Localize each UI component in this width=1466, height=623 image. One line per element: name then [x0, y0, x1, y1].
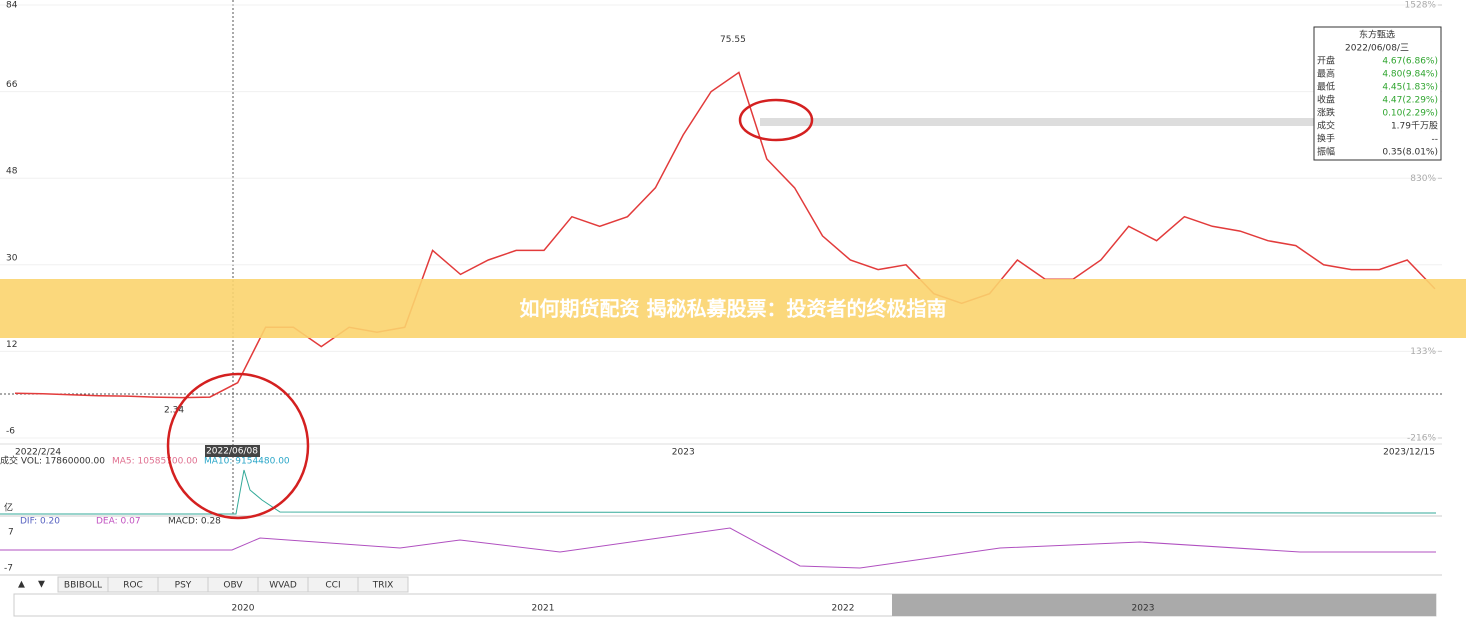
y2-tick-label: 830% [1410, 174, 1436, 184]
info-value: 0.10(2.29%) [1382, 109, 1438, 119]
price-line [14, 71, 1436, 399]
volume-sketch [0, 469, 1437, 515]
tab-label[interactable]: WVAD [269, 581, 297, 591]
y-tick-label: 12 [6, 340, 17, 350]
macd-top: 7 [8, 528, 14, 538]
info-value: 4.67(6.86%) [1382, 57, 1438, 67]
info-value: 4.47(2.29%) [1382, 96, 1438, 106]
info-key: 换手 [1317, 133, 1335, 145]
tab-label[interactable]: ROC [123, 581, 143, 591]
macd-sketch [0, 527, 1436, 569]
vol-unit: 亿 [4, 502, 13, 514]
y-tick-label: 84 [6, 1, 18, 11]
tab-label[interactable]: BBIBOLL [64, 581, 102, 591]
navigator-year: 2021 [532, 604, 555, 614]
info-key: 最低 [1317, 81, 1335, 93]
info-key: 振幅 [1317, 146, 1335, 158]
info-key: 收盘 [1317, 94, 1335, 106]
info-key: 开盘 [1317, 55, 1335, 67]
x-tick-label: 2023 [672, 448, 695, 458]
cursor-label: 2022/06/08 [206, 447, 258, 457]
info-title: 东方甄选 [1359, 29, 1395, 41]
y2-tick-label: -216% [1407, 434, 1436, 444]
y-tick-label: -6 [6, 427, 15, 437]
y2-tick-label: 1528% [1405, 1, 1437, 11]
info-date: 2022/06/08/三 [1345, 44, 1409, 54]
tab-arrow[interactable]: ▼ [38, 580, 45, 590]
ma5-label: MA5: 10585700.00 [112, 457, 198, 467]
dea-label: DEA: 0.07 [96, 517, 141, 527]
annotation-circle [166, 372, 310, 520]
tab-label[interactable]: CCI [325, 581, 340, 591]
x-tick-label: 2023/12/15 [1383, 448, 1435, 458]
tab-label[interactable]: TRIX [372, 581, 394, 591]
navigator-year: 2023 [1132, 604, 1155, 614]
info-key: 涨跌 [1317, 108, 1335, 119]
y-tick-label: 66 [6, 80, 18, 90]
info-value: 0.35(8.01%) [1382, 148, 1438, 158]
cursor-label-bg [205, 445, 260, 457]
info-value: 1.79千万股 [1391, 121, 1438, 132]
macd-label: MACD: 0.28 [168, 517, 221, 527]
y-tick-label: 48 [6, 167, 18, 177]
info-value: 4.45(1.83%) [1382, 83, 1438, 93]
macd-bottom: -7 [4, 564, 13, 574]
info-value: 4.80(9.84%) [1382, 70, 1438, 80]
gap-band [760, 118, 1320, 126]
tab[interactable] [357, 576, 409, 593]
info-key: 最高 [1317, 68, 1335, 80]
x-tick-label: 2022/2/24 [15, 448, 61, 458]
tab-label[interactable]: OBV [223, 581, 243, 591]
navigator-year: 2022 [832, 604, 855, 614]
info-key: 成交 [1317, 120, 1335, 132]
annotation-circle [738, 98, 814, 142]
min-label: 2.34 [164, 405, 184, 415]
tab-arrow[interactable]: ▲ [18, 580, 25, 590]
vol-label: 成交 VOL: 17860000.00 [0, 455, 105, 467]
navigator-window[interactable] [892, 594, 1436, 616]
y2-tick-label: 133% [1410, 347, 1436, 357]
ma10-label: MA10: 9154480.00 [204, 457, 290, 467]
banner-text: 如何期货配资 揭秘私募股票：投资者的终极指南 [520, 297, 947, 321]
max-label: 75.55 [720, 35, 746, 45]
info-value: -- [1432, 135, 1439, 145]
banner [0, 279, 1466, 338]
info-panel [1313, 26, 1442, 161]
dif-label: DIF: 0.20 [20, 517, 60, 527]
tab-label[interactable]: PSY [175, 581, 192, 591]
y-tick-label: 30 [6, 253, 18, 263]
navigator-year: 2020 [232, 604, 255, 614]
